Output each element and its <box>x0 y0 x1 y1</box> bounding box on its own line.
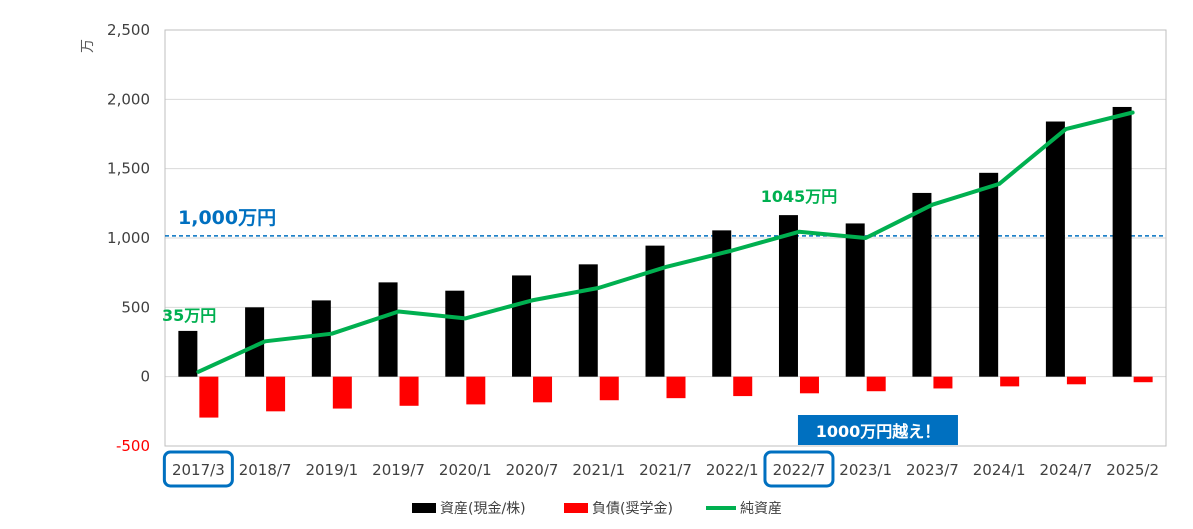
debt-bar <box>799 376 819 394</box>
annotations: 35万円 1045万円 1000万円越え！ <box>162 187 958 445</box>
asset-bar <box>245 307 265 377</box>
x-tick-label: 2024/1 <box>973 461 1026 479</box>
asset-bar <box>178 330 198 377</box>
reference-line-label: 1,000万円 <box>178 207 276 229</box>
asset-bar <box>445 290 465 377</box>
y-tick-label: 2,000 <box>107 90 150 108</box>
y-tick-label: 1,000 <box>107 229 150 247</box>
x-tick-label: 2025/2 <box>1106 461 1159 479</box>
asset-bar <box>1112 106 1132 377</box>
y-tick-label: 0 <box>140 368 150 386</box>
x-tick-label: 2021/7 <box>639 461 692 479</box>
callout-box-label: 1000万円越え！ <box>816 422 941 441</box>
debt-bar <box>199 376 219 418</box>
asset-bar <box>912 192 932 377</box>
asset-bar <box>578 264 598 377</box>
y-tick-label: 500 <box>121 298 150 316</box>
category-highlight-box <box>763 450 835 488</box>
y-tick-label: 2,500 <box>107 21 150 39</box>
x-tick-label: 2020/1 <box>439 461 492 479</box>
debt-bar <box>533 376 553 403</box>
x-tick-label: 2023/7 <box>906 461 959 479</box>
net-asset-line <box>196 110 1135 374</box>
bars <box>178 106 1153 418</box>
y-axis-tick-labels: -500 0 500 1,000 1,500 2,000 2,500 <box>107 21 150 455</box>
debt-bar <box>733 376 753 397</box>
x-tick-label: 2024/7 <box>1040 461 1093 479</box>
x-axis-tick-labels: 2017/3 2018/7 2019/1 2019/7 2020/1 2020/7 2021… <box>162 450 1159 488</box>
asset-bar <box>1045 121 1065 377</box>
asset-bar <box>512 275 532 377</box>
legend-label: 資産(現金/株) <box>440 501 526 517</box>
debt-bar <box>466 376 486 405</box>
asset-bar <box>778 215 798 377</box>
debt-bar <box>933 376 953 389</box>
x-tick-label: 2019/7 <box>372 461 425 479</box>
x-tick-label: 2022/1 <box>706 461 759 479</box>
callout-box <box>797 415 958 445</box>
data-label-first: 35万円 <box>162 306 216 325</box>
debt-bar <box>866 376 886 392</box>
debt-bar <box>266 376 286 412</box>
x-tick-label: 2018/7 <box>239 461 292 479</box>
x-tick-label: 2022/7 <box>773 461 826 479</box>
legend-swatch <box>564 503 588 513</box>
reference-line-group: 1,000万円 <box>165 207 1166 237</box>
debt-bar <box>666 376 686 399</box>
debt-bar <box>1000 376 1020 387</box>
asset-bar <box>311 300 331 377</box>
x-tick-label: 2019/1 <box>305 461 358 479</box>
asset-bar <box>979 172 999 377</box>
x-tick-label: 2023/1 <box>839 461 892 479</box>
category-highlight-box <box>162 450 234 488</box>
x-tick-label: 2020/7 <box>506 461 559 479</box>
debt-bar <box>1066 376 1086 385</box>
x-tick-label: 2017/3 <box>172 461 225 479</box>
data-label-peak: 1045万円 <box>761 187 838 206</box>
y-tick-label: 1,500 <box>107 160 150 178</box>
legend-label: 負債(奨学金) <box>592 501 673 517</box>
asset-bar <box>845 223 865 377</box>
asset-bar <box>712 230 732 377</box>
debt-bar <box>599 376 619 401</box>
legend: 資産(現金/株) 負債(奨学金) 純資産 <box>412 501 782 517</box>
y-tick-label: -500 <box>116 437 150 455</box>
plot-area-border <box>164 29 1167 447</box>
asset-bar <box>645 245 665 377</box>
legend-swatch <box>412 503 436 513</box>
x-tick-label: 2021/1 <box>572 461 625 479</box>
debt-bar <box>1133 376 1153 383</box>
asset-bar <box>378 282 398 377</box>
debt-bar <box>399 376 419 406</box>
net-asset-line-path <box>196 110 1135 374</box>
legend-label: 純資産 <box>740 501 782 517</box>
y-axis-unit-label: 万 <box>80 39 96 53</box>
debt-bar <box>332 376 352 409</box>
